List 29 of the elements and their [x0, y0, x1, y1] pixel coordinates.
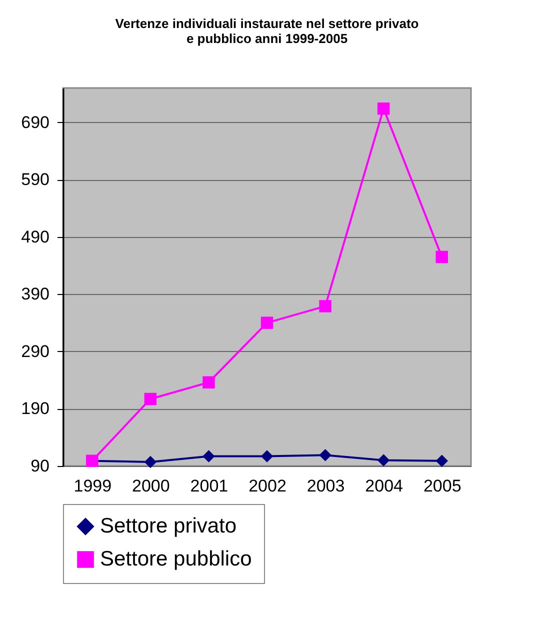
point	[144, 456, 157, 468]
point	[436, 454, 448, 467]
point	[436, 250, 448, 264]
point	[260, 316, 274, 329]
x-tick-label: 2005	[423, 476, 462, 496]
y-tick-label: 390	[21, 284, 50, 304]
point	[202, 376, 215, 389]
y-tick-label: 190	[21, 399, 50, 418]
legend-label: Settore privato	[100, 514, 237, 538]
point	[260, 450, 274, 462]
chart-title: Vertenze individuali instaurate nel settore privato e pubblico anni 1999-2005	[115, 16, 419, 46]
y-tick-label: 690	[21, 112, 50, 132]
x-tick-label: 2002	[248, 476, 286, 496]
x-tick-label: 2003	[306, 476, 345, 496]
y-tick-label: 90	[30, 456, 50, 476]
point	[144, 392, 157, 406]
y-tick-label: 490	[21, 227, 50, 246]
x-tick-label: 2000	[132, 476, 170, 496]
point	[202, 450, 215, 462]
x-tick-label: 2001	[190, 476, 228, 496]
point	[319, 300, 332, 312]
x-tick-label: 1999	[74, 476, 112, 496]
y-tick-label: 590	[21, 170, 50, 190]
point	[377, 102, 390, 115]
x-tick-label: 2004	[365, 476, 403, 496]
point	[377, 454, 390, 466]
y-tick-label: 290	[21, 342, 50, 361]
legend-label: Settore pubblico	[100, 548, 252, 570]
point	[319, 448, 332, 462]
